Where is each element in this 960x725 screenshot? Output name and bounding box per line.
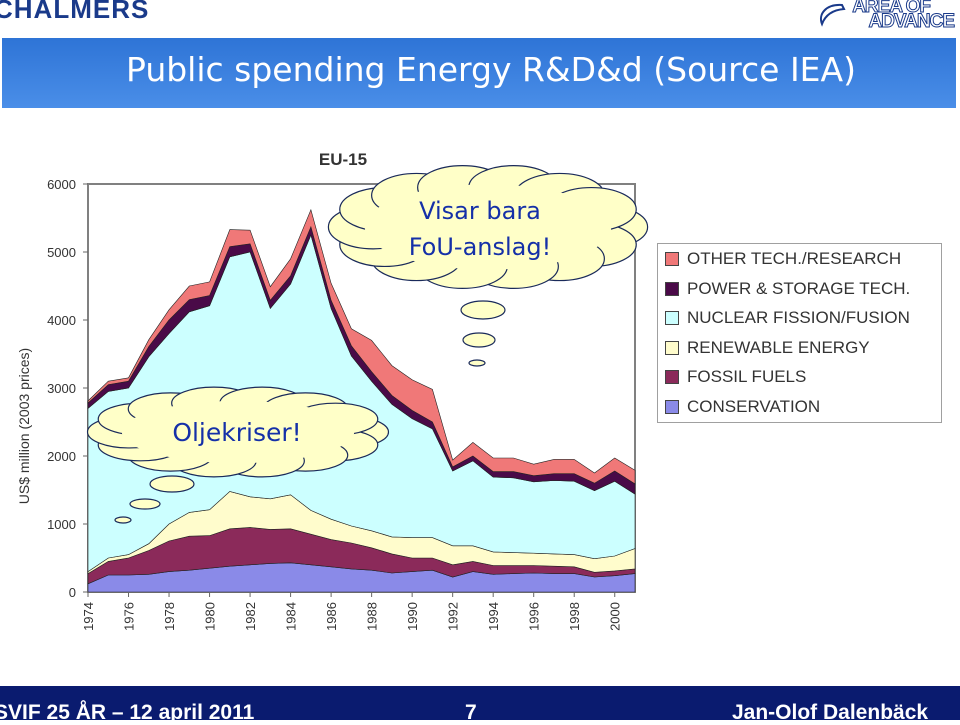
slide-title: Public spending Energy R&D&d (Source IEA… xyxy=(126,50,856,89)
y-tick-label: 2000 xyxy=(47,449,76,464)
x-tick-label: 1982 xyxy=(243,602,258,631)
x-tick-label: 1988 xyxy=(365,602,380,631)
y-tick-label: 3000 xyxy=(47,381,76,396)
x-tick-label: 1986 xyxy=(324,602,339,631)
thought-puff xyxy=(149,475,195,493)
legend-item: POWER & STORAGE TECH. xyxy=(665,278,910,300)
series-area-other-tech-research xyxy=(87,208,636,485)
page-number: 7 xyxy=(465,701,477,724)
legend-swatch xyxy=(665,252,679,266)
thought-puff xyxy=(114,516,132,524)
x-tick-label: 1974 xyxy=(81,602,96,631)
area-of-advance-logo: AREA OF ADVANCE xyxy=(784,0,956,36)
legend-item: RENEWABLE ENERGY xyxy=(665,337,870,359)
legend-item: FOSSIL FUELS xyxy=(665,366,806,388)
bubble-text-line-1: Visar bara xyxy=(419,197,541,225)
thought-puff xyxy=(460,300,506,320)
thought-bubble-oil-crises xyxy=(86,386,390,478)
y-tick-label: 4000 xyxy=(47,313,76,328)
legend-swatch xyxy=(665,281,679,296)
logo-line-1: AREA OF xyxy=(852,0,932,18)
x-tick-label: 1994 xyxy=(486,602,501,631)
legend-label: RENEWABLE ENERGY xyxy=(687,337,870,357)
x-tick-label: 1976 xyxy=(122,602,137,631)
legend-label: NUCLEAR FISSION/FUSION xyxy=(687,308,910,328)
bubble-text-oil-crises: Oljekriser! xyxy=(172,418,301,447)
y-tick-label: 5000 xyxy=(47,245,76,260)
x-tick-label: 2000 xyxy=(608,602,623,631)
area-chart: 0 1000 2000 3000 4000 5000 6000 1974 1976 1978 198… xyxy=(16,150,649,631)
title-bar xyxy=(2,38,956,108)
y-tick-label: 0 xyxy=(69,585,76,600)
legend-swatch xyxy=(665,370,679,385)
legend-label: CONSERVATION xyxy=(687,397,821,416)
footer-bar: SVIF 25 ÅR – 12 april 2011 7 Jan-Olof Da… xyxy=(0,686,960,724)
y-tick-label: 6000 xyxy=(47,177,76,192)
chart-legend: OTHER TECH./RESEARCH POWER & STORAGE TECH… xyxy=(657,243,942,423)
header-bar: CHALMERS AREA OF ADVANCE xyxy=(0,0,960,38)
footer-author: Jan-Olof Dalenbäck xyxy=(732,701,929,724)
legend-item: CONSERVATION xyxy=(665,396,820,418)
x-tick-label: 1978 xyxy=(162,602,177,631)
bubble-text-line-2: FoU-anslag! xyxy=(409,233,552,261)
x-tick-label: 1996 xyxy=(527,602,542,631)
x-tick-label: 1990 xyxy=(405,602,420,631)
legend-label: FOSSIL FUELS xyxy=(687,367,807,387)
legend-swatch xyxy=(665,400,679,414)
logo-line-2: ADVANCE xyxy=(868,11,956,33)
thought-puff xyxy=(468,359,486,367)
legend-label: OTHER TECH./RESEARCH xyxy=(687,249,902,268)
x-tick-label: 1980 xyxy=(203,602,218,631)
footer-event: SVIF 25 ÅR – 12 april 2011 xyxy=(0,701,255,724)
thought-puff xyxy=(129,498,161,510)
legend-swatch xyxy=(665,311,679,326)
x-tick-label: 1998 xyxy=(567,602,582,631)
chalmers-logo: CHALMERS xyxy=(0,0,150,24)
y-tick-label: 1000 xyxy=(47,517,76,532)
chart-title: EU-15 xyxy=(319,150,367,169)
legend-item: OTHER TECH./RESEARCH xyxy=(665,248,901,270)
legend-item: NUCLEAR FISSION/FUSION xyxy=(665,307,910,329)
legend-label: POWER & STORAGE TECH. xyxy=(687,278,911,298)
y-axis-label: US$ million (2003 prices) xyxy=(16,348,32,504)
legend-swatch xyxy=(665,340,679,355)
x-tick-label: 1984 xyxy=(284,602,299,631)
thought-puff xyxy=(462,332,496,348)
swoosh-icon xyxy=(820,3,846,27)
thought-bubble-research xyxy=(327,165,649,289)
x-tick-label: 1992 xyxy=(446,602,461,631)
